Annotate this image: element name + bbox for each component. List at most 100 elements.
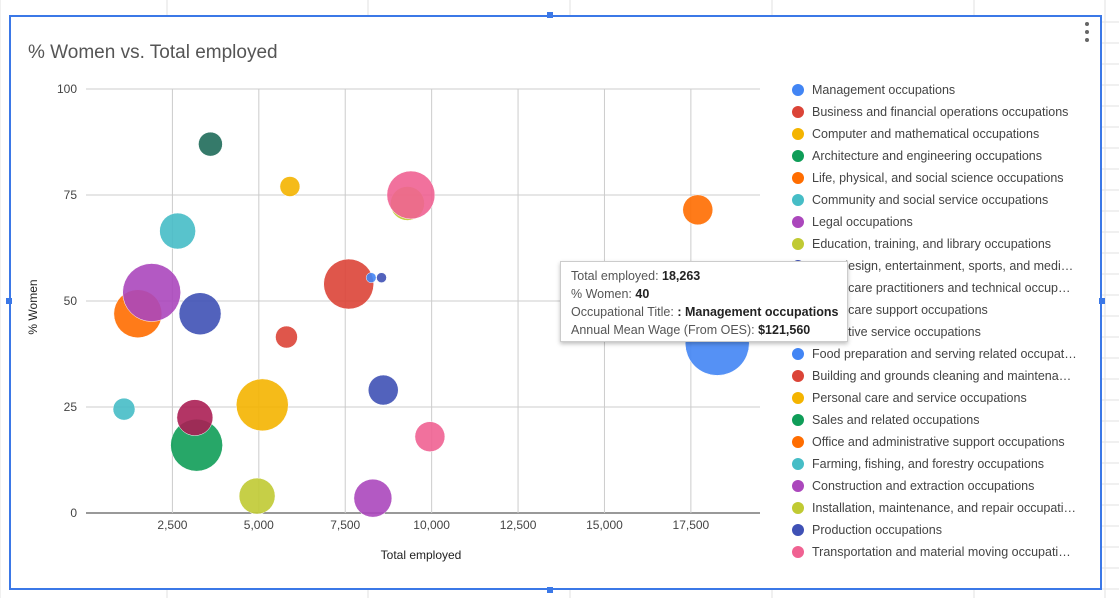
y-axis-title: % Women xyxy=(26,279,40,334)
bubble-point[interactable] xyxy=(353,478,393,518)
legend-label: Installation, maintenance, and repair oc… xyxy=(812,501,1077,515)
bubble-point[interactable] xyxy=(368,374,399,406)
bubble-point[interactable] xyxy=(275,325,298,349)
legend-label: Personal care and service occupations xyxy=(812,391,1027,405)
bubble-point[interactable] xyxy=(386,170,436,220)
legend-swatch xyxy=(792,238,804,250)
legend-swatch xyxy=(792,150,804,162)
x-tick-label: 5,000 xyxy=(244,518,274,532)
bubble-point[interactable] xyxy=(112,397,136,421)
tooltip-value-total-employed: 18,263 xyxy=(662,269,701,283)
legend-item[interactable]: Sales and related occupations xyxy=(792,409,1082,431)
legend-label: Food preparation and serving related occ… xyxy=(812,347,1077,361)
chart-title: % Women vs. Total employed xyxy=(28,42,278,63)
legend-swatch xyxy=(792,348,804,360)
legend-item[interactable]: Personal care and service occupations xyxy=(792,387,1082,409)
legend-label: Construction and extraction occupations xyxy=(812,479,1035,493)
legend-label: Education, training, and library occupat… xyxy=(812,237,1052,251)
y-tick-label: 25 xyxy=(64,400,78,414)
bubble-point[interactable] xyxy=(198,131,223,157)
x-tick-label: 12,500 xyxy=(500,518,537,532)
legend-item[interactable]: Management occupations xyxy=(792,79,1082,101)
tooltip-value-title: : Management occupations xyxy=(677,305,839,319)
x-tick-label: 17,500 xyxy=(673,518,710,532)
legend-swatch xyxy=(792,172,804,184)
bubble-point[interactable] xyxy=(279,176,301,197)
legend-item[interactable]: Installation, maintenance, and repair oc… xyxy=(792,497,1082,519)
legend-item[interactable]: Business and financial operations occupa… xyxy=(792,101,1082,123)
y-tick-label: 50 xyxy=(64,294,78,308)
legend-label: Office and administrative support occupa… xyxy=(812,435,1065,449)
legend-label: Farming, fishing, and forestry occupatio… xyxy=(812,457,1045,471)
resize-handle-left[interactable] xyxy=(6,298,12,304)
bubble-point[interactable] xyxy=(414,421,446,452)
legend-item[interactable]: Farming, fishing, and forestry occupatio… xyxy=(792,453,1082,475)
resize-handle-bottom[interactable] xyxy=(547,587,553,593)
legend-swatch xyxy=(792,458,804,470)
x-tick-label: 15,000 xyxy=(586,518,623,532)
legend-swatch xyxy=(792,392,804,404)
legend-item[interactable]: Construction and extraction occupations xyxy=(792,475,1082,497)
legend-item[interactable]: Food preparation and serving related occ… xyxy=(792,343,1082,365)
tooltip-label-wage: Annual Mean Wage (From OES): xyxy=(571,323,759,337)
legend-label: Building and grounds cleaning and mainte… xyxy=(812,369,1077,383)
legend-swatch xyxy=(792,106,804,118)
legend-item[interactable]: Production occupations xyxy=(792,519,1082,541)
tooltip-value-women: 40 xyxy=(635,287,650,301)
x-tick-label: 10,000 xyxy=(413,518,450,532)
legend-swatch xyxy=(792,436,804,448)
legend-swatch xyxy=(792,84,804,96)
bubble-point[interactable] xyxy=(365,272,377,283)
legend-label: Transportation and material moving occup… xyxy=(812,545,1077,559)
y-tick-label: 75 xyxy=(64,188,78,202)
legend-swatch xyxy=(792,414,804,426)
legend-label: Legal occupations xyxy=(812,215,913,229)
y-tick-label: 0 xyxy=(70,506,77,520)
legend-swatch xyxy=(792,480,804,492)
bubble-point[interactable] xyxy=(323,258,374,310)
legend-item[interactable]: Transportation and material moving occup… xyxy=(792,541,1082,563)
resize-handle-right[interactable] xyxy=(1099,298,1105,304)
tooltip-label-women: % Women: xyxy=(571,287,636,301)
bubble-point[interactable] xyxy=(236,378,289,432)
legend-item[interactable]: Life, physical, and social science occup… xyxy=(792,167,1082,189)
legend-label: Management occupations xyxy=(812,83,956,97)
legend-label: Computer and mathematical occupations xyxy=(812,127,1040,141)
x-axis-title: Total employed xyxy=(381,548,462,562)
bubble-point[interactable] xyxy=(122,263,181,322)
bubble-point[interactable] xyxy=(682,194,714,226)
legend-label: Healthcare practitioners and technical o… xyxy=(812,281,1077,295)
more-options-icon[interactable] xyxy=(1082,22,1092,42)
bubble-point[interactable] xyxy=(178,292,222,335)
legend-swatch xyxy=(792,502,804,514)
legend-label: Production occupations xyxy=(812,523,942,537)
legend-label: Business and financial operations occupa… xyxy=(812,105,1069,119)
legend-label: Life, physical, and social science occup… xyxy=(812,171,1064,185)
legend-label: Community and social service occupations xyxy=(812,193,1049,207)
data-tooltip: Total employed: 18,263 % Women: 40 Occup… xyxy=(560,261,848,342)
tooltip-label-title: Occupational Title: xyxy=(571,305,678,319)
legend-swatch xyxy=(792,546,804,558)
bubble-point[interactable] xyxy=(376,272,387,283)
bubble-point[interactable] xyxy=(159,212,196,250)
legend-label: Arts, design, entertainment, sports, and… xyxy=(812,259,1077,273)
legend-swatch xyxy=(792,194,804,206)
tooltip-label-total-employed: Total employed: xyxy=(571,269,663,283)
resize-handle-top[interactable] xyxy=(547,12,553,18)
legend-item[interactable]: Building and grounds cleaning and mainte… xyxy=(792,365,1082,387)
legend-label: Architecture and engineering occupations xyxy=(812,149,1043,163)
x-tick-label: 7,500 xyxy=(330,518,360,532)
legend-swatch xyxy=(792,370,804,382)
legend-item[interactable]: Office and administrative support occupa… xyxy=(792,431,1082,453)
legend-item[interactable]: Computer and mathematical occupations xyxy=(792,123,1082,145)
legend-swatch xyxy=(792,216,804,228)
legend-label: Sales and related occupations xyxy=(812,413,980,427)
legend-swatch xyxy=(792,128,804,140)
bubble-point[interactable] xyxy=(238,477,276,515)
legend-item[interactable]: Legal occupations xyxy=(792,211,1082,233)
legend-swatch xyxy=(792,524,804,536)
legend-item[interactable]: Education, training, and library occupat… xyxy=(792,233,1082,255)
legend-item[interactable]: Community and social service occupations xyxy=(792,189,1082,211)
bubble-point[interactable] xyxy=(176,399,214,436)
legend-item[interactable]: Architecture and engineering occupations xyxy=(792,145,1082,167)
